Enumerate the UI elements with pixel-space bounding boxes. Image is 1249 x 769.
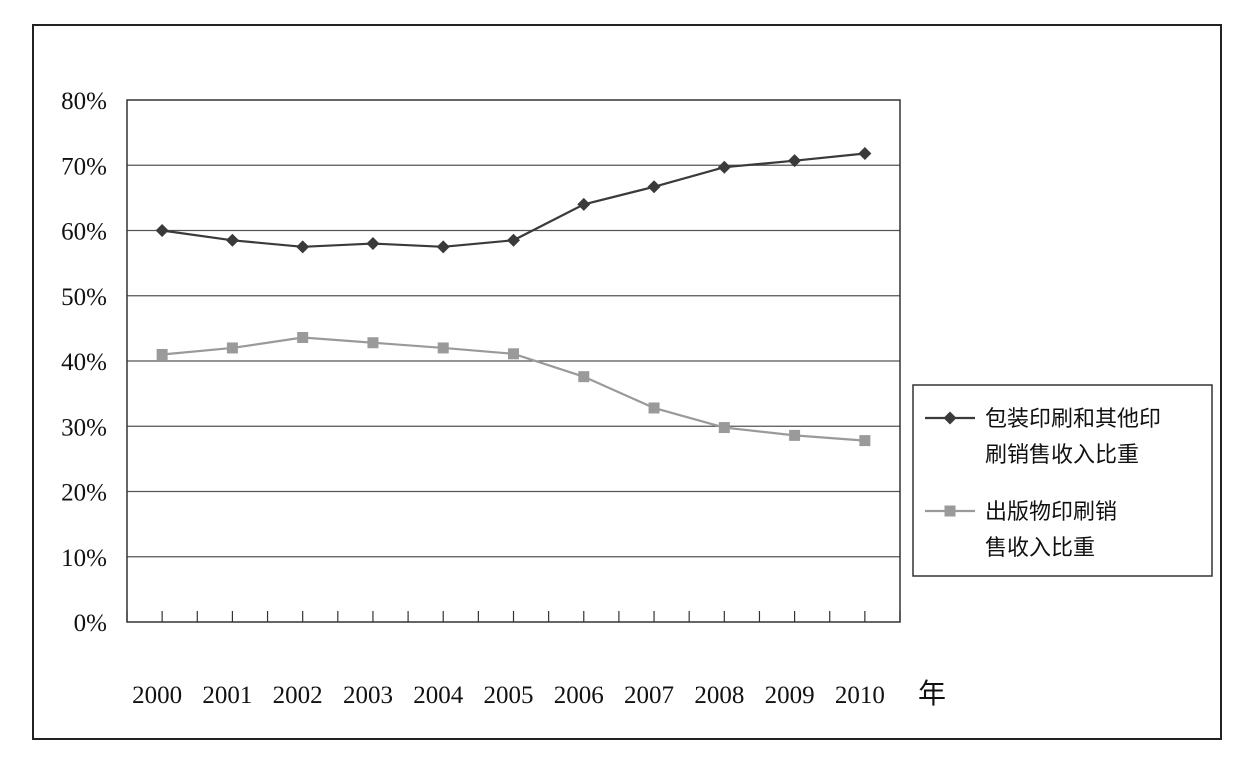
data-point-square [437, 342, 449, 354]
data-point-square [508, 348, 519, 360]
data-point-diamond [225, 233, 239, 247]
data-point-square [718, 422, 730, 434]
series [155, 147, 872, 447]
x-tick-label: 2009 [765, 682, 815, 709]
y-tick-label: 10% [61, 545, 107, 572]
y-tick-label: 60% [61, 219, 107, 246]
data-point-diamond [577, 197, 591, 211]
data-point-square [789, 429, 801, 441]
data-point-square [156, 348, 168, 360]
x-tick-label: 2004 [413, 682, 464, 709]
legend-marker [943, 411, 957, 425]
series-2 [156, 332, 871, 447]
legend-label: 包装印刷和其他印 [985, 407, 1161, 432]
data-point-diamond [788, 154, 802, 168]
data-point-square [648, 402, 660, 414]
data-point-diamond [366, 237, 380, 251]
legend-label: 出版物印刷销 [985, 500, 1117, 525]
x-tick-label: 2001 [202, 682, 252, 709]
y-tick-label: 70% [61, 153, 107, 180]
data-point-square [297, 332, 309, 344]
data-point-square [226, 342, 238, 354]
series-line [161, 152, 865, 248]
data-point-diamond [858, 147, 872, 161]
y-tick-label: 40% [61, 349, 107, 376]
legend-marker [944, 505, 956, 517]
y-tick-label: 50% [61, 284, 107, 311]
x-tick-label: 2008 [694, 682, 744, 709]
y-tick-label: 80% [61, 88, 107, 115]
y-tick-label: 20% [61, 480, 107, 507]
data-point-diamond [647, 180, 661, 194]
data-point-square [367, 337, 379, 349]
legend-label: 刷销售收入比重 [985, 443, 1139, 468]
data-point-diamond [507, 233, 520, 247]
legend-label: 售收入比重 [985, 536, 1095, 561]
y-axis-tick-labels: 0% 10% 20% 30% 40% 50% 60% 70% 80% [61, 88, 107, 637]
x-axis-label: 年 [918, 677, 946, 710]
x-axis-ticks [126, 611, 901, 622]
x-tick-label: 2010 [835, 682, 885, 709]
chart-frame [32, 24, 1222, 740]
x-axis-tick-labels: 2000 2001 2002 2003 2004 2005 2006 2007 2008 2009… [132, 682, 885, 709]
x-tick-label: 2006 [554, 682, 604, 709]
data-point-diamond [155, 224, 169, 237]
y-tick-label: 30% [61, 414, 107, 441]
data-point-diamond [436, 240, 450, 254]
x-tick-label: 2007 [624, 682, 674, 709]
x-tick-label: 2000 [132, 682, 182, 709]
series-1 [155, 147, 872, 254]
x-tick-label: 2005 [484, 682, 534, 709]
x-tick-label: 2003 [343, 682, 393, 709]
data-point-diamond [717, 160, 731, 174]
data-point-diamond [296, 240, 310, 254]
legend-box [912, 384, 1213, 577]
data-point-square [578, 371, 590, 383]
y-tick-label: 0% [74, 610, 107, 637]
gridlines [127, 164, 900, 558]
x-tick-label: 2002 [273, 682, 323, 709]
data-point-square [859, 435, 871, 447]
